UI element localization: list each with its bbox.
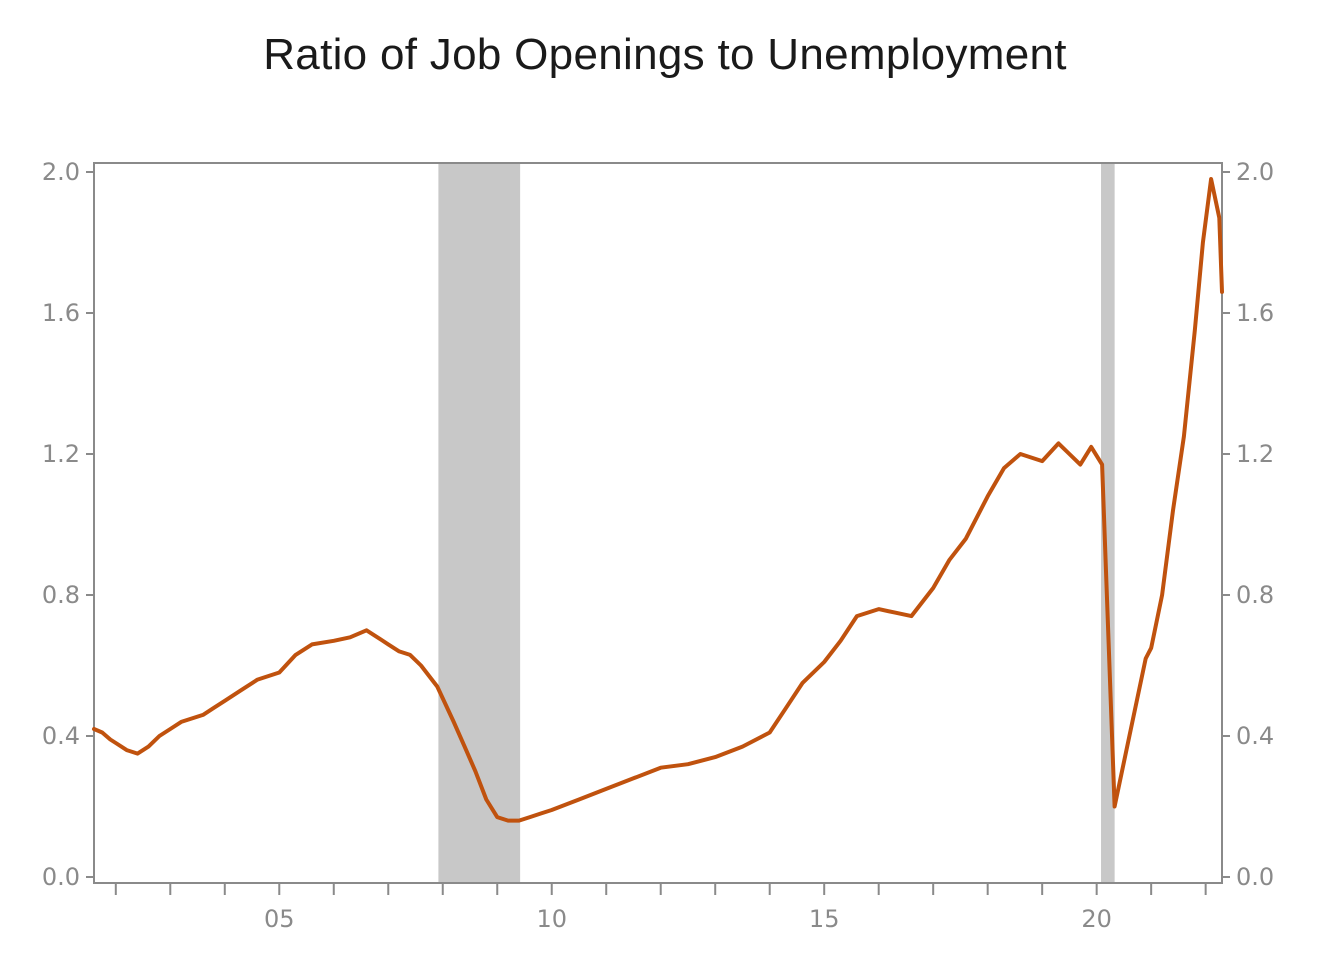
y-tick-label-right: 1.6: [1236, 299, 1274, 327]
chart-title: Ratio of Job Openings to Unemployment: [263, 30, 1067, 79]
y-tick-label-left: 0.8: [42, 581, 80, 609]
recession-band: [438, 163, 521, 883]
y-tick-label-right: 1.2: [1236, 440, 1274, 468]
y-tick-label-left: 1.2: [42, 440, 80, 468]
x-tick-label: 05: [264, 905, 295, 933]
x-tick-label: 10: [536, 905, 567, 933]
plot-frame: [93, 162, 1223, 884]
axes: 0.0 0.0 0.4 0.4 0.8 0.8 1.2 1.2 1.6 1.6 2.0 2.0 05 10…: [42, 158, 1274, 933]
y-tick-label-left: 1.6: [42, 299, 80, 327]
x-tick-label: 15: [809, 905, 840, 933]
series-line: [92, 177, 1224, 823]
y-tick-label-right: 0.4: [1236, 722, 1274, 750]
recession-bands: [438, 163, 1115, 883]
y-tick-label-right: 2.0: [1236, 158, 1274, 186]
y-tick-label-left: 2.0: [42, 158, 80, 186]
x-tick-label: 20: [1081, 905, 1112, 933]
y-tick-label-left: 0.4: [42, 722, 80, 750]
y-tick-label-right: 0.0: [1236, 863, 1274, 891]
y-tick-label-left: 0.0: [42, 863, 80, 891]
y-tick-label-right: 0.8: [1236, 581, 1274, 609]
